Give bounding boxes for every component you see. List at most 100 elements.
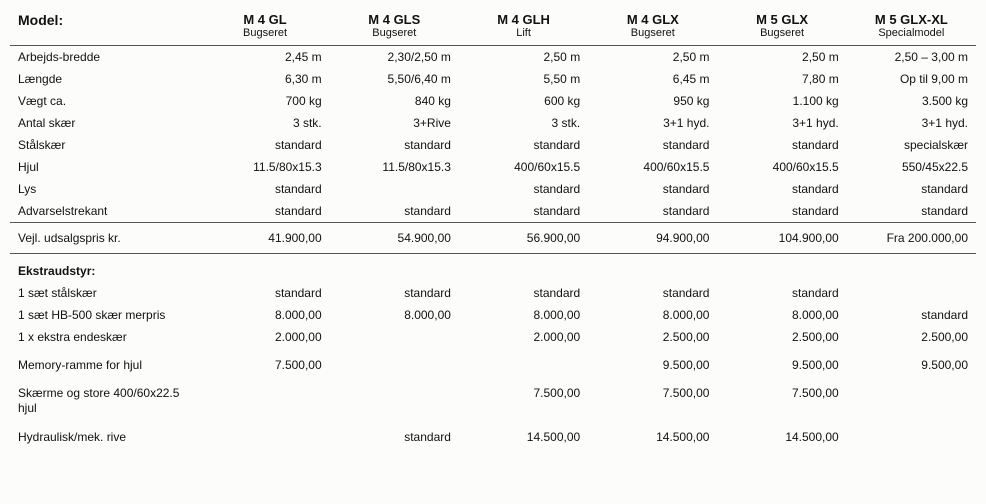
row-value: standard bbox=[330, 134, 459, 156]
row-value: 2,50 m bbox=[459, 46, 588, 69]
row-value: 8.000,00 bbox=[588, 304, 717, 326]
spec-table: Model: M 4 GL Bugseret M 4 GLS Bugseret … bbox=[10, 6, 976, 448]
header-col-4: M 5 GLX Bugseret bbox=[717, 6, 846, 46]
row-value: 2,50 – 3,00 m bbox=[847, 46, 976, 69]
header-col-1: M 4 GLS Bugseret bbox=[330, 6, 459, 46]
row-value: 8.000,00 bbox=[459, 304, 588, 326]
row-value: standard bbox=[847, 304, 976, 326]
row-value: 2,30/2,50 m bbox=[330, 46, 459, 69]
row-value: standard bbox=[459, 200, 588, 223]
row-value: 840 kg bbox=[330, 90, 459, 112]
row-value: 3+1 hyd. bbox=[847, 112, 976, 134]
row-value: 3.500 kg bbox=[847, 90, 976, 112]
row-value bbox=[330, 178, 459, 200]
row-value: 7.500,00 bbox=[588, 382, 717, 420]
row-label: Vægt ca. bbox=[10, 90, 200, 112]
row-value bbox=[200, 254, 329, 283]
row-label: 1 sæt HB-500 skær merpris bbox=[10, 304, 200, 326]
row-value: 2.500,00 bbox=[847, 326, 976, 348]
row-value: 94.900,00 bbox=[588, 223, 717, 254]
model-sub: Bugseret bbox=[208, 27, 321, 39]
row-value: standard bbox=[717, 178, 846, 200]
row-value: standard bbox=[200, 200, 329, 223]
row-value: standard bbox=[717, 282, 846, 304]
row-value: 104.900,00 bbox=[717, 223, 846, 254]
row-value: 5,50 m bbox=[459, 68, 588, 90]
row-value: 5,50/6,40 m bbox=[330, 68, 459, 90]
header-col-3: M 4 GLX Bugseret bbox=[588, 6, 717, 46]
row-value: standard bbox=[588, 134, 717, 156]
model-sub: Bugseret bbox=[596, 27, 709, 39]
row-value: 3 stk. bbox=[459, 112, 588, 134]
row-label: Ekstraudstyr: bbox=[10, 254, 200, 283]
row-value: 7,80 m bbox=[717, 68, 846, 90]
row-value: standard bbox=[200, 134, 329, 156]
row-value bbox=[847, 382, 976, 420]
row-label: Advarselstrekant bbox=[10, 200, 200, 223]
row-value: 14.500,00 bbox=[588, 426, 717, 448]
row-value: 2,45 m bbox=[200, 46, 329, 69]
row-value: 700 kg bbox=[200, 90, 329, 112]
header-col-2: M 4 GLH Lift bbox=[459, 6, 588, 46]
row-value: 3+1 hyd. bbox=[588, 112, 717, 134]
model-name: M 5 GLX-XL bbox=[855, 12, 968, 27]
row-value: standard bbox=[330, 200, 459, 223]
row-value: standard bbox=[459, 282, 588, 304]
row-label: Vejl. udsalgspris kr. bbox=[10, 223, 200, 254]
model-sub: Specialmodel bbox=[855, 27, 968, 39]
row-value: 54.900,00 bbox=[330, 223, 459, 254]
row-label: Hydraulisk/mek. rive bbox=[10, 426, 200, 448]
row-value: standard bbox=[847, 178, 976, 200]
row-value: 2,50 m bbox=[717, 46, 846, 69]
model-name: M 4 GLS bbox=[338, 12, 451, 27]
row-value: 3+Rive bbox=[330, 112, 459, 134]
row-value: standard bbox=[330, 426, 459, 448]
row-value: 6,30 m bbox=[200, 68, 329, 90]
row-value: 600 kg bbox=[459, 90, 588, 112]
row-value: standard bbox=[588, 178, 717, 200]
row-value bbox=[847, 254, 976, 283]
model-sub: Lift bbox=[467, 27, 580, 39]
row-value: standard bbox=[847, 200, 976, 223]
row-value bbox=[459, 354, 588, 376]
row-value: 2.500,00 bbox=[717, 326, 846, 348]
row-value: Op til 9,00 m bbox=[847, 68, 976, 90]
table-row: Advarselstrekantstandardstandardstandard… bbox=[10, 200, 976, 223]
table-row: Memory-ramme for hjul7.500,009.500,009.5… bbox=[10, 354, 976, 376]
row-label: Arbejds-bredde bbox=[10, 46, 200, 69]
header-col-5: M 5 GLX-XL Specialmodel bbox=[847, 6, 976, 46]
row-value: 8.000,00 bbox=[717, 304, 846, 326]
row-value: 3+1 hyd. bbox=[717, 112, 846, 134]
row-value: standard bbox=[200, 178, 329, 200]
row-value bbox=[330, 326, 459, 348]
model-sub: Bugseret bbox=[338, 27, 451, 39]
row-value: specialskær bbox=[847, 134, 976, 156]
row-value: 2,50 m bbox=[588, 46, 717, 69]
row-value bbox=[330, 382, 459, 420]
row-value: 2.000,00 bbox=[200, 326, 329, 348]
row-value: 950 kg bbox=[588, 90, 717, 112]
model-name: M 4 GLH bbox=[467, 12, 580, 27]
model-name: M 4 GLX bbox=[596, 12, 709, 27]
row-value: standard bbox=[588, 282, 717, 304]
row-value: 11.5/80x15.3 bbox=[330, 156, 459, 178]
row-value bbox=[847, 426, 976, 448]
header-title: Model: bbox=[10, 6, 200, 46]
row-value: standard bbox=[717, 200, 846, 223]
row-value bbox=[330, 254, 459, 283]
row-value: 41.900,00 bbox=[200, 223, 329, 254]
row-value: standard bbox=[200, 282, 329, 304]
row-label: Skærme og store 400/60x22.5 hjul bbox=[10, 382, 200, 420]
row-value bbox=[200, 382, 329, 420]
row-label: 1 x ekstra endeskær bbox=[10, 326, 200, 348]
row-value: 9.500,00 bbox=[717, 354, 846, 376]
row-value: 9.500,00 bbox=[847, 354, 976, 376]
row-value: 2.500,00 bbox=[588, 326, 717, 348]
row-label: Hjul bbox=[10, 156, 200, 178]
row-value: 11.5/80x15.3 bbox=[200, 156, 329, 178]
row-value: 6,45 m bbox=[588, 68, 717, 90]
row-value: standard bbox=[588, 200, 717, 223]
row-value: 550/45x22.5 bbox=[847, 156, 976, 178]
row-value bbox=[847, 282, 976, 304]
row-value: 9.500,00 bbox=[588, 354, 717, 376]
